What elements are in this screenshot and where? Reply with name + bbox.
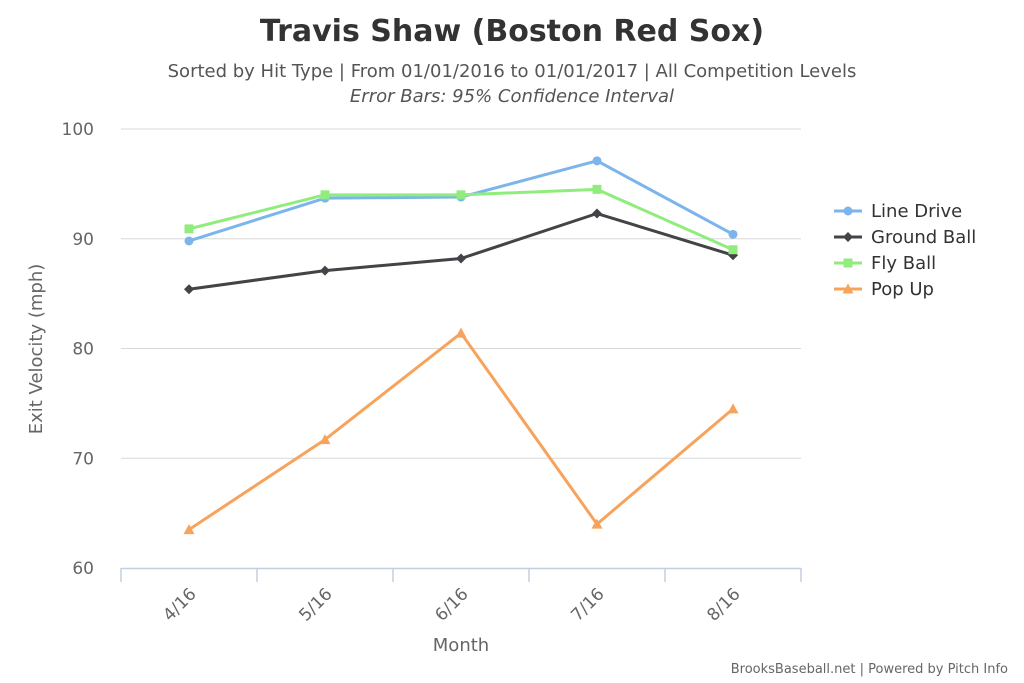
data-point-fly-ball[interactable]	[184, 224, 194, 234]
data-point-line-drive[interactable]	[728, 229, 738, 239]
data-point-fly-ball[interactable]	[592, 184, 602, 194]
y-tick-label: 70	[72, 449, 94, 469]
legend-label: Pop Up	[871, 279, 934, 300]
data-point-pop-up[interactable]	[455, 327, 467, 338]
data-point-line-drive[interactable]	[592, 156, 602, 166]
data-point-ground-ball[interactable]	[184, 284, 194, 295]
series-fly-ball	[184, 184, 738, 255]
series-line-pop-up	[188, 331, 734, 531]
x-tick-label: 4/16	[159, 584, 200, 625]
x-tick-label: 5/16	[295, 584, 336, 625]
x-tick-label: 6/16	[431, 584, 472, 625]
legend-label: Ground Ball	[871, 227, 976, 248]
series-line-ground-ball	[188, 212, 734, 291]
data-point-line-drive[interactable]	[184, 236, 194, 246]
data-point-ground-ball[interactable]	[456, 253, 466, 264]
legend-item-fly-ball[interactable]: Fly Ball	[834, 253, 936, 274]
legend-item-line-drive[interactable]: Line Drive	[834, 201, 962, 222]
credits[interactable]: BrooksBaseball.net | Powered by Pitch In…	[731, 662, 1008, 677]
data-point-fly-ball[interactable]	[456, 190, 466, 200]
y-tick-label: 100	[62, 120, 94, 140]
y-axis-title: Exit Velocity (mph)	[26, 264, 47, 435]
legend-marker-ground-ball	[843, 232, 853, 242]
legend-item-ground-ball[interactable]: Ground Ball	[834, 227, 976, 248]
x-tick-label: 8/16	[703, 584, 744, 625]
legend-label: Line Drive	[871, 201, 962, 222]
chart-subtitle-error-bars: Error Bars: 95% Confidence Interval	[350, 86, 674, 107]
series-pop-up	[183, 327, 739, 535]
legend: Line Drive Ground Ball Fly Ball Pop Up	[834, 201, 976, 300]
data-point-ground-ball[interactable]	[592, 208, 602, 219]
legend-label: Fly Ball	[871, 253, 936, 274]
data-point-ground-ball[interactable]	[320, 265, 330, 276]
chart-title: Travis Shaw (Boston Red Sox)	[260, 14, 764, 49]
x-axis-title: Month	[433, 635, 489, 656]
data-point-pop-up[interactable]	[727, 403, 739, 414]
y-tick-label: 60	[72, 559, 94, 579]
legend-marker-line-drive	[843, 206, 853, 216]
legend-item-pop-up[interactable]: Pop Up	[834, 279, 934, 300]
series-ground-ball	[184, 208, 738, 295]
y-axis: 60 70 80 90 100	[62, 120, 94, 579]
data-point-pop-up[interactable]	[591, 518, 603, 529]
data-point-pop-up[interactable]	[319, 434, 331, 445]
grid-lines	[121, 128, 801, 459]
x-tick-label: 7/16	[567, 584, 608, 625]
chart-subtitle: Sorted by Hit Type | From 01/01/2016 to …	[168, 61, 857, 82]
data-point-fly-ball[interactable]	[728, 245, 738, 255]
y-tick-label: 80	[72, 340, 94, 360]
data-point-fly-ball[interactable]	[320, 190, 330, 200]
legend-marker-fly-ball	[843, 258, 853, 268]
data-point-pop-up[interactable]	[183, 524, 195, 535]
legend-marker-pop-up	[842, 283, 854, 294]
plot-area	[183, 156, 739, 535]
y-tick-label: 90	[72, 230, 94, 250]
x-axis: 4/16 5/16 6/16 7/16 8/16	[120, 567, 802, 626]
